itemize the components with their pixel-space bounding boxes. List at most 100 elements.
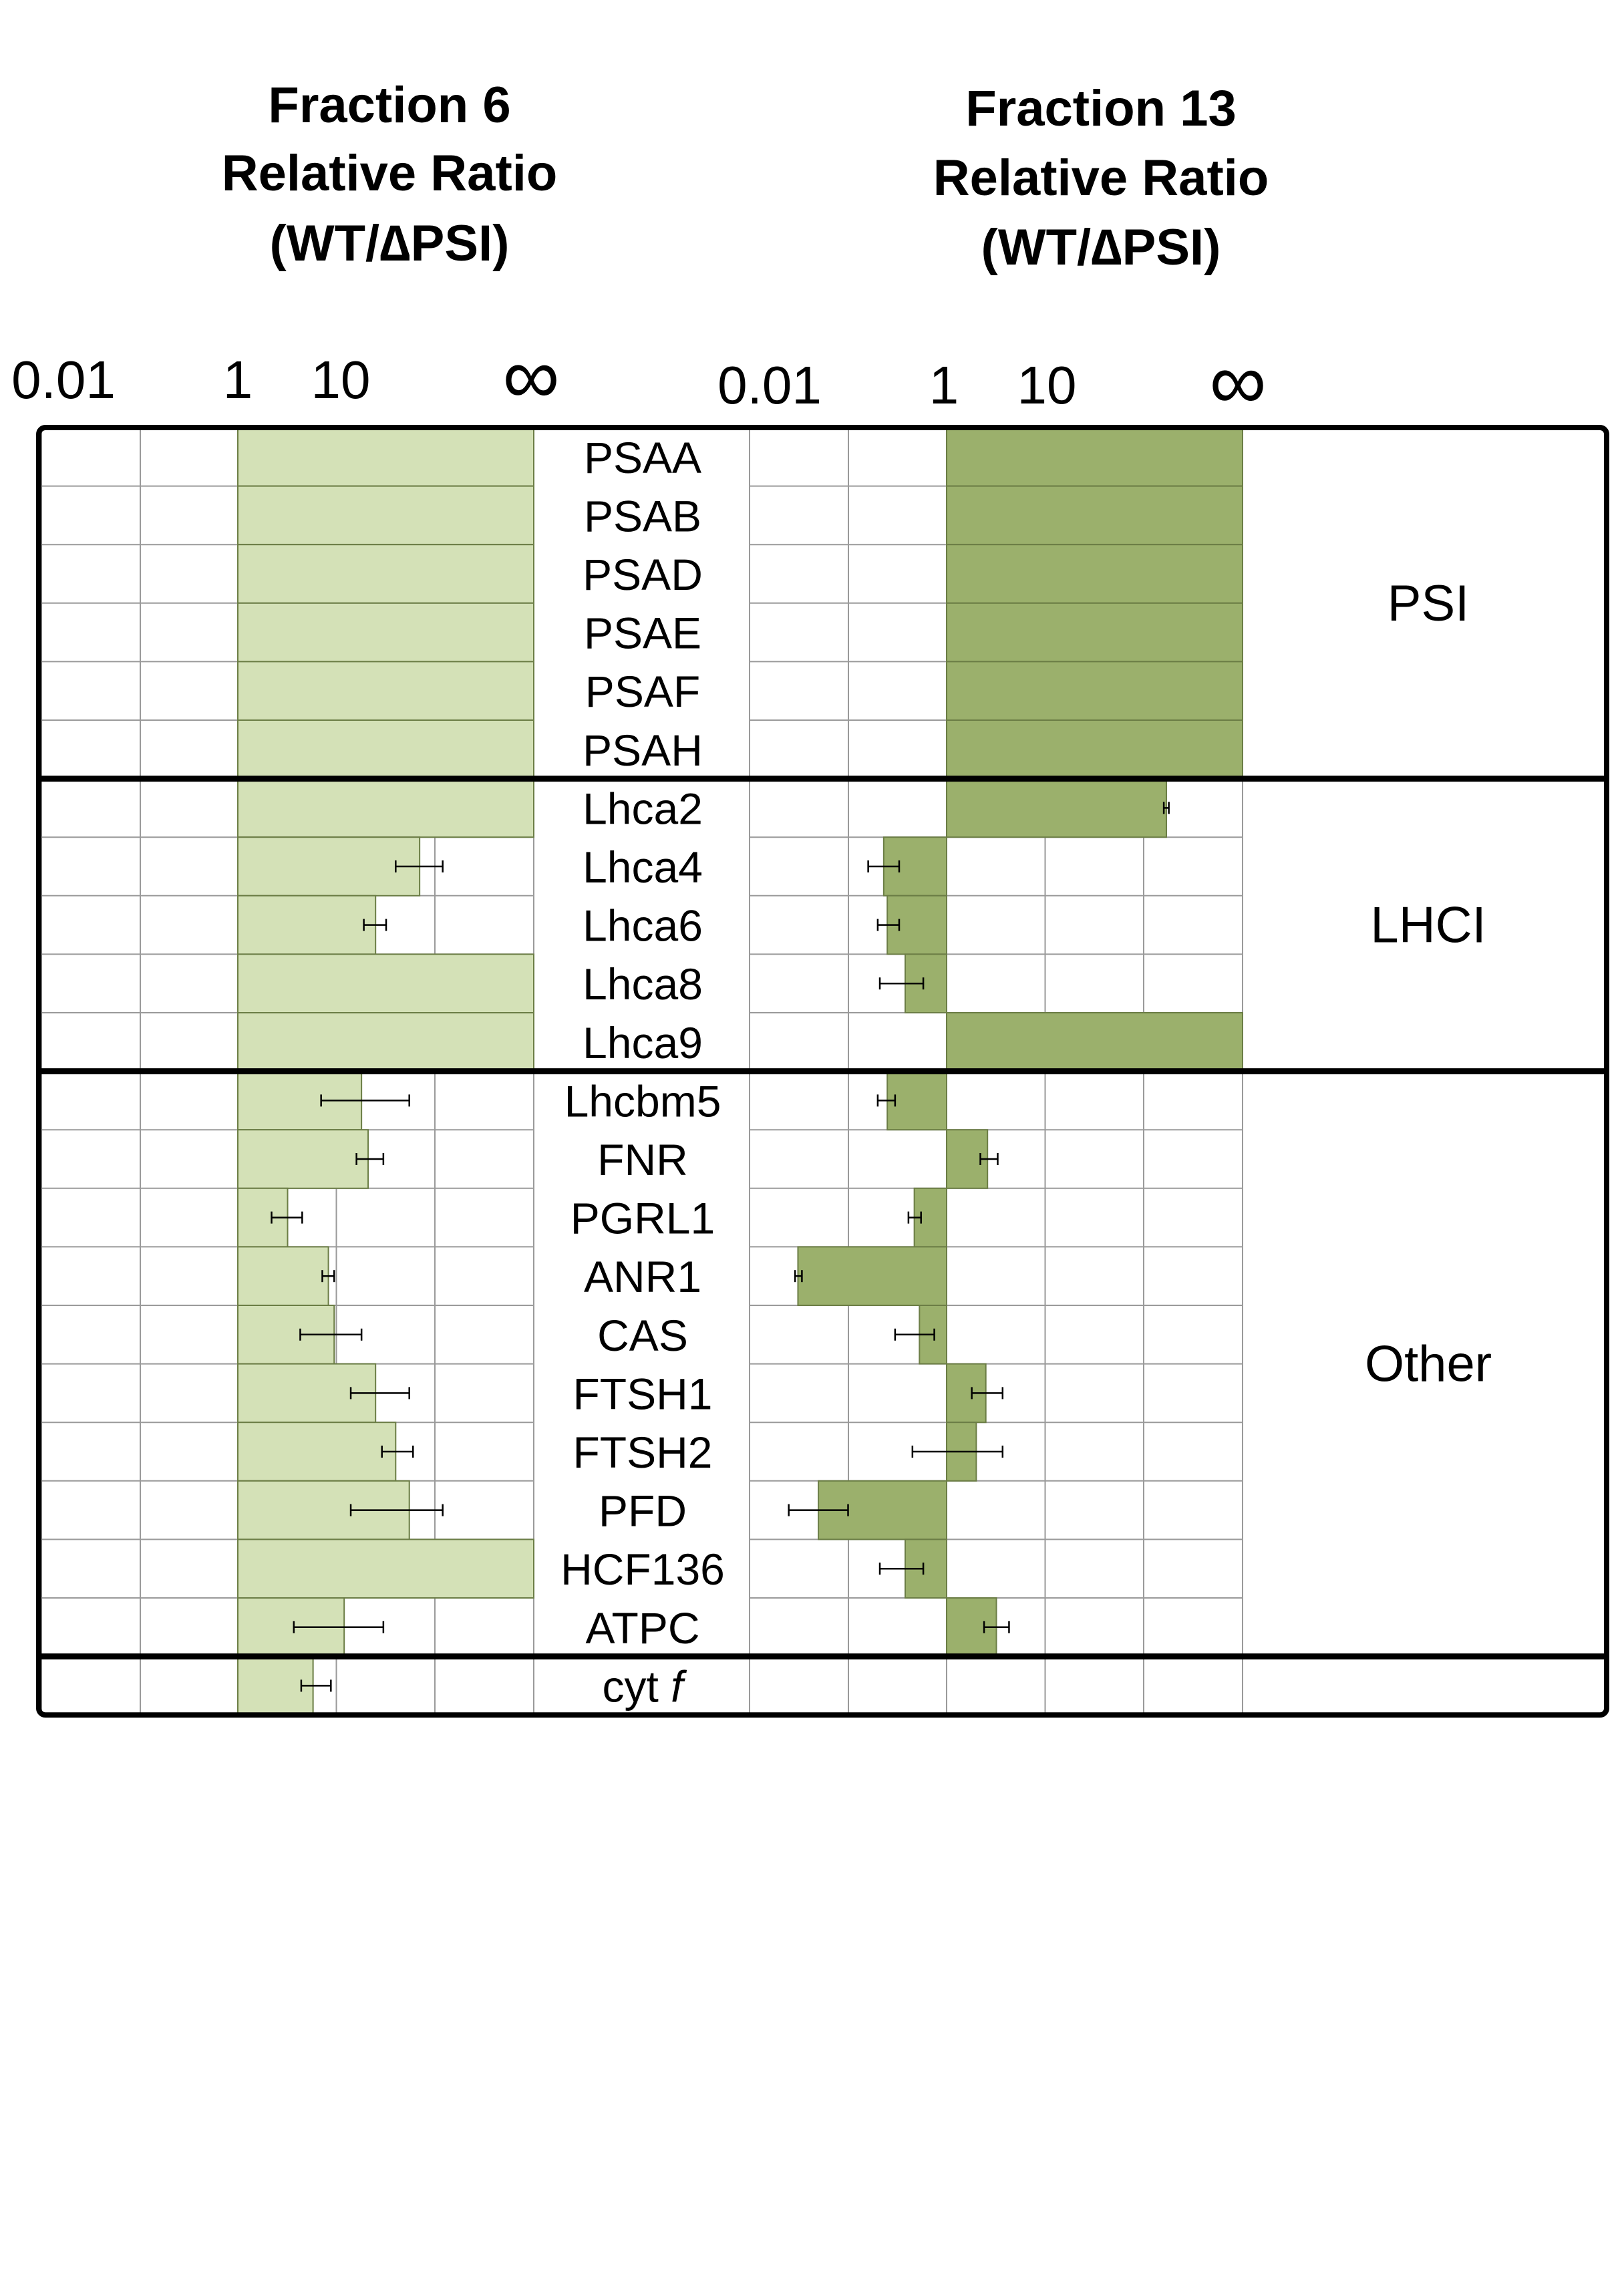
error-bar-f13-14 bbox=[794, 1270, 803, 1283]
bar-f13-6 bbox=[946, 778, 1167, 838]
error-bar-f13-13 bbox=[907, 1211, 922, 1224]
row-label-italic: f bbox=[671, 1661, 687, 1711]
group-label-0: PSI bbox=[1388, 575, 1470, 632]
error-bar-f13-12 bbox=[979, 1153, 999, 1165]
bar-f13-1 bbox=[946, 485, 1243, 546]
f6-tick-10: 10 bbox=[311, 350, 371, 410]
row-label-9: Lhca8 bbox=[583, 959, 703, 1009]
row-label-4: PSAF bbox=[585, 667, 700, 716]
row-label-21: cyt f bbox=[602, 1661, 687, 1711]
row-label-8: Lhca6 bbox=[583, 901, 703, 951]
frame bbox=[36, 425, 1609, 1718]
error-bar-f13-17 bbox=[911, 1446, 1004, 1458]
fraction-13-title-line-2: Relative Ratio bbox=[933, 150, 1269, 206]
bar-f13-10 bbox=[946, 1012, 1243, 1072]
bar-f13-4 bbox=[946, 661, 1243, 721]
bar-f6-9 bbox=[237, 953, 534, 1014]
row-label-1: PSAB bbox=[584, 491, 701, 540]
bar-f6-6 bbox=[237, 778, 534, 838]
bar-f6-1 bbox=[237, 485, 534, 546]
bar-f13-0 bbox=[946, 427, 1243, 487]
bar-f6-7 bbox=[237, 836, 421, 896]
error-bar-f13-15 bbox=[894, 1328, 935, 1341]
error-bar-f13-18 bbox=[788, 1504, 849, 1516]
error-bar-f13-20 bbox=[983, 1621, 1010, 1633]
error-bar-f6-21 bbox=[300, 1679, 332, 1692]
panel-titles: Fraction 6 Relative Ratio (WT/∆PSI) Frac… bbox=[222, 77, 1269, 276]
error-bar-f6-11 bbox=[320, 1094, 410, 1107]
error-bar-f13-9 bbox=[878, 977, 925, 990]
row-label-0: PSAA bbox=[584, 433, 701, 482]
error-bar-f6-8 bbox=[363, 919, 387, 931]
outer-frame bbox=[36, 425, 1609, 1718]
group-label-2: Other bbox=[1365, 1336, 1492, 1393]
row-label-2: PSAD bbox=[583, 550, 703, 599]
error-bar-f6-12 bbox=[355, 1153, 385, 1165]
bar-f6-17 bbox=[237, 1422, 397, 1482]
f13-tick-infinity: ∞ bbox=[1209, 337, 1267, 426]
error-bar-f13-16 bbox=[971, 1387, 1004, 1400]
error-bar-f13-6 bbox=[1162, 802, 1170, 814]
bar-f13-3 bbox=[946, 602, 1243, 663]
row-label-6: Lhca2 bbox=[583, 784, 703, 833]
row-label-11: Lhcbm5 bbox=[564, 1076, 721, 1126]
row-label-10: Lhca9 bbox=[583, 1018, 703, 1068]
bar-f6-2 bbox=[237, 544, 534, 604]
error-bar-f6-17 bbox=[381, 1446, 414, 1458]
row-label-17: FTSH2 bbox=[573, 1428, 712, 1477]
error-bar-f6-7 bbox=[395, 860, 444, 872]
bar-f13-14 bbox=[797, 1246, 947, 1307]
f13-tick-10: 10 bbox=[1017, 355, 1077, 415]
bar-f13-5 bbox=[946, 719, 1243, 780]
row-label-12: FNR bbox=[597, 1135, 688, 1184]
error-bar-f13-8 bbox=[876, 919, 901, 931]
group-labels: PSI LHCI Other bbox=[1365, 575, 1492, 1393]
error-bar-f6-13 bbox=[271, 1211, 303, 1224]
fraction-6-title-line-3: (WT/∆PSI) bbox=[270, 215, 510, 272]
bar-f6-4 bbox=[237, 661, 534, 721]
bar-f6-14 bbox=[237, 1246, 329, 1307]
f6-tick-1: 1 bbox=[223, 350, 253, 410]
fraction-13-title-line-3: (WT/∆PSI) bbox=[981, 219, 1221, 276]
group-label-1: LHCI bbox=[1370, 897, 1486, 954]
error-bar-f6-15 bbox=[299, 1328, 363, 1341]
f13-tick-0-01: 0.01 bbox=[717, 355, 822, 415]
row-label-15: CAS bbox=[597, 1311, 688, 1360]
row-label-18: PFD bbox=[599, 1486, 687, 1536]
axis-ticks: 0.01 1 10 ∞ 0.01 1 10 ∞ bbox=[11, 331, 1267, 426]
error-bar-f6-16 bbox=[349, 1387, 410, 1400]
bar-f6-19 bbox=[237, 1538, 534, 1599]
bar-f13-9 bbox=[905, 953, 947, 1014]
f13-tick-1: 1 bbox=[929, 355, 959, 415]
bars bbox=[237, 427, 1243, 1716]
bar-f6-5 bbox=[237, 719, 534, 780]
bar-f6-12 bbox=[237, 1129, 369, 1189]
f6-tick-0-01: 0.01 bbox=[11, 350, 116, 410]
bar-f6-8 bbox=[237, 894, 377, 955]
error-bar-f13-19 bbox=[878, 1563, 925, 1575]
fraction-13-title-line-1: Fraction 13 bbox=[965, 80, 1236, 137]
bar-f13-11 bbox=[886, 1070, 948, 1131]
row-label-19: HCF136 bbox=[560, 1544, 725, 1594]
error-bar-f13-7 bbox=[867, 860, 901, 872]
error-bars bbox=[271, 802, 1170, 1692]
error-bar-f6-14 bbox=[321, 1270, 335, 1283]
fraction-6-title-line-1: Fraction 6 bbox=[268, 77, 510, 134]
bar-f6-10 bbox=[237, 1012, 534, 1072]
bar-f6-3 bbox=[237, 602, 534, 663]
row-label-main: cyt bbox=[602, 1661, 671, 1711]
row-label-3: PSAE bbox=[584, 609, 701, 658]
bar-f13-2 bbox=[946, 544, 1243, 604]
row-label-13: PGRL1 bbox=[571, 1194, 715, 1243]
row-label-20: ATPC bbox=[585, 1603, 699, 1653]
row-label-7: Lhca4 bbox=[583, 842, 703, 892]
row-labels: PSAA PSAB PSAD PSAE PSAF PSAH Lhca2 Lhca4 Lhca6 L… bbox=[560, 433, 725, 1711]
fraction-6-title-line-2: Relative Ratio bbox=[222, 145, 558, 202]
f6-tick-infinity: ∞ bbox=[502, 331, 560, 421]
error-bar-f6-20 bbox=[293, 1621, 385, 1633]
row-label-16: FTSH1 bbox=[573, 1369, 712, 1418]
bar-f6-0 bbox=[237, 427, 534, 487]
error-bar-f6-18 bbox=[349, 1504, 444, 1516]
row-label-5: PSAH bbox=[583, 725, 703, 775]
